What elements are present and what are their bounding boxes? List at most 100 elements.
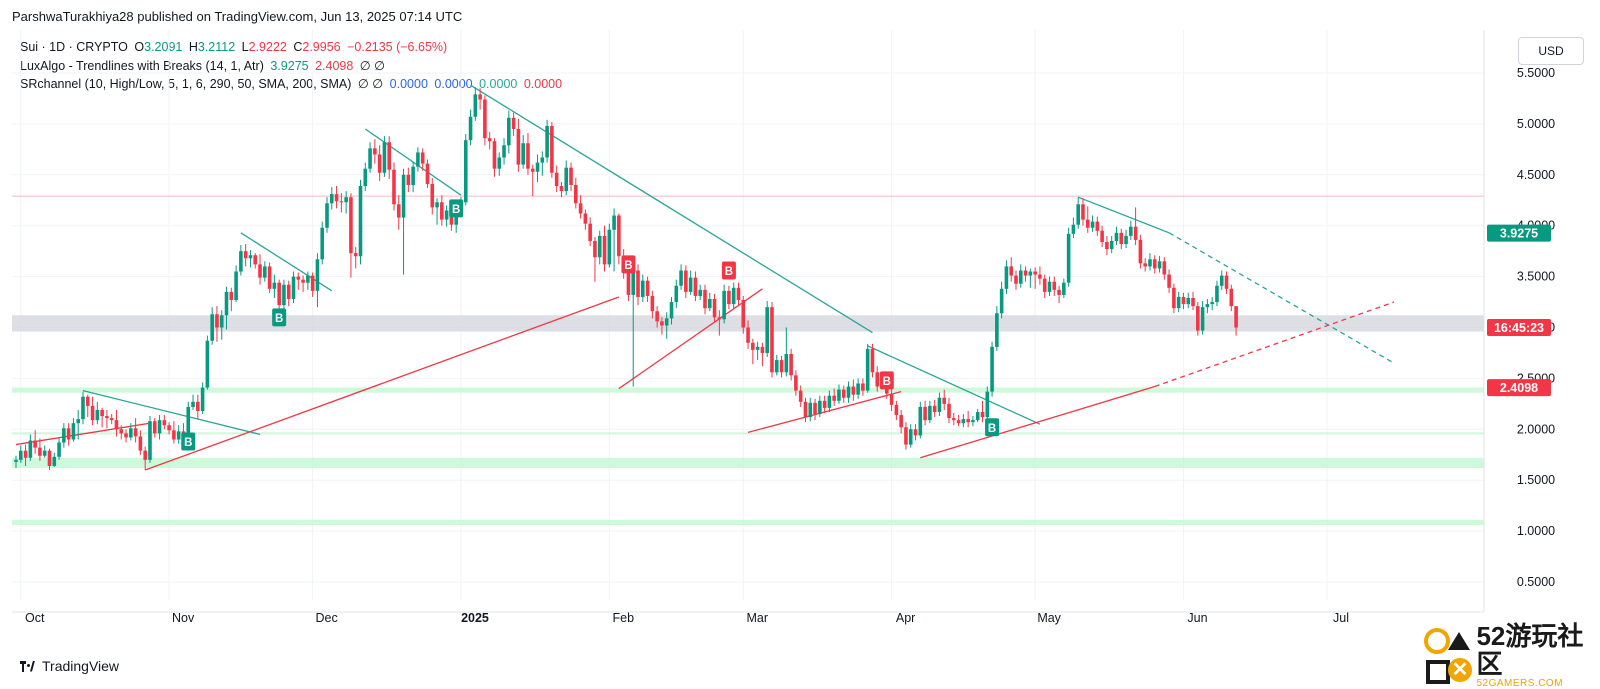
y-tick-label: 1.0000 [1517,524,1555,538]
candle [980,400,985,423]
candle [607,223,612,268]
candle-body [114,420,119,430]
candle-body [818,400,822,415]
candle [918,401,923,439]
break-label-text: B [275,313,283,325]
candle-body [1057,289,1061,295]
candle-body [846,386,851,398]
candle-body [416,152,420,167]
candle [1071,217,1076,238]
y-tick-label: 0.5000 [1517,575,1555,589]
candle-body [463,140,468,203]
candle [1042,274,1047,298]
candle-body [248,255,253,259]
legend-row-symbol: Sui · 1D · CRYPTO O3.2091 H3.2112 L2.922… [20,38,562,57]
candle-body [784,353,789,373]
candle-body [640,280,645,297]
candle [1009,257,1014,282]
candle-body [588,223,592,241]
candle-body [808,402,813,418]
candle [1066,227,1071,287]
indicator-luxalgo-name[interactable]: LuxAlgo - Trendlines with Breaks (14, 1,… [20,58,264,73]
candle [827,390,832,412]
candle-body [1009,266,1014,276]
candle [1152,255,1157,274]
candle-body [325,203,329,228]
candle-body [698,289,703,296]
candle [301,275,305,292]
candle-body [535,162,540,172]
candle-body [373,148,377,155]
candle-body [530,168,535,172]
candle [239,245,243,276]
candle-body [865,348,870,391]
candle [1200,301,1205,335]
currency-button[interactable]: USD [1518,37,1584,65]
candle-body [382,142,387,173]
candle-body [947,403,951,419]
candle [459,197,463,210]
open-value: 3.2091 [144,40,183,54]
candle-body [827,395,832,408]
candle [1186,292,1191,309]
candle-body [990,346,994,392]
candles [14,87,1238,471]
candle [889,387,894,411]
publisher-header: ParshwaTurakhiya28 published on TradingV… [12,9,463,24]
candle [224,286,229,330]
candle [554,165,559,193]
candle-body [368,148,372,169]
candle-body [650,295,655,312]
chart-legend: Sui · 1D · CRYPTO O3.2091 H3.2112 L2.922… [20,38,562,94]
candle [865,343,870,393]
candle-body [540,157,545,163]
candle-body [1119,232,1124,245]
candle [1215,280,1219,307]
candle [1157,256,1162,273]
candle-body [684,270,688,292]
candle [344,191,348,214]
candle-body [219,315,224,328]
candle [219,310,224,340]
candle-body [459,202,463,208]
candle-body [52,456,57,466]
candle [688,270,693,295]
candle-body [277,282,281,306]
candle [727,285,731,310]
candle [774,354,779,376]
candle [1114,226,1119,246]
open-label: O [134,40,145,54]
footer-brand[interactable]: TradingView [42,658,120,674]
candle [325,197,329,233]
candle [435,198,439,225]
candle [76,409,81,440]
candle [277,279,281,312]
candle-body [1186,297,1191,305]
low-label: L [241,40,249,54]
candle [861,378,865,396]
candle [1167,269,1171,293]
candle-body [411,166,415,185]
candle [392,162,396,211]
candle-body [124,433,128,438]
candle-body [526,143,530,169]
candle-body [956,420,961,424]
candle [597,230,602,265]
candle-body [674,285,679,303]
candle-body [928,405,932,421]
candle-body [181,431,186,443]
candle-body [889,393,894,405]
candle [148,416,152,463]
break-label-bullish: B [272,308,287,327]
candle [875,366,880,392]
candle-body [1176,296,1181,309]
candle-body [1234,306,1238,328]
indicator-srchannel-name[interactable]: SRchannel (10, High/Low, 5, 1, 6, 290, 5… [20,77,352,91]
symbol-label[interactable]: Sui · 1D · CRYPTO [20,40,128,54]
break-label-bearish: B [879,371,894,390]
candle-body [1191,297,1195,307]
candle [28,434,33,461]
price-label-box [1487,379,1551,397]
candle [291,271,296,304]
